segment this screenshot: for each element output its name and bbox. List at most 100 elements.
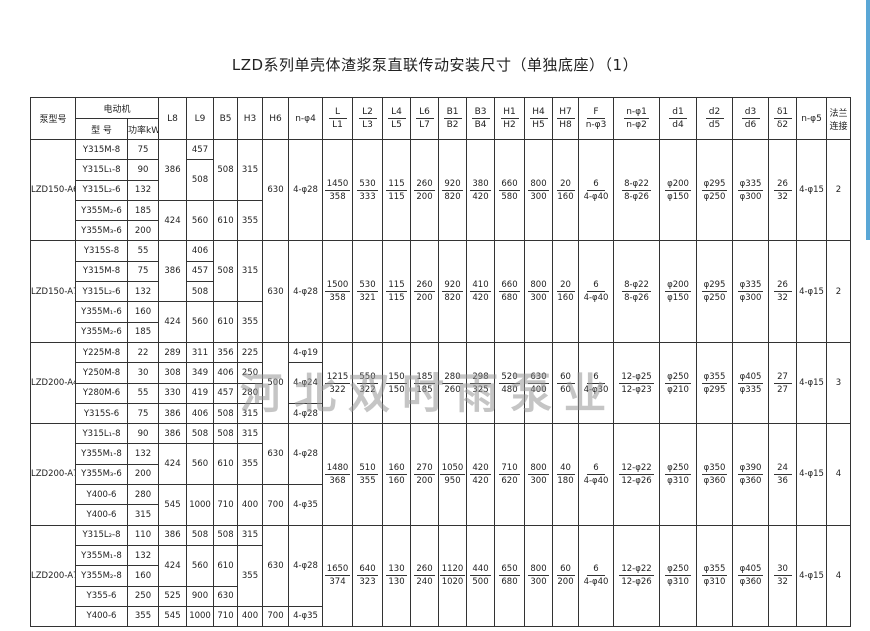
upper-text: 130 xyxy=(386,564,407,577)
upper-text: n-φ1 xyxy=(624,107,649,119)
dimension-pair: 30 32 xyxy=(768,524,798,628)
lower-text: 358 xyxy=(329,293,346,304)
dimension-pair: φ295 φ250 xyxy=(696,138,734,242)
header-cell: B1 B2 xyxy=(438,97,468,140)
upper-text: φ200 xyxy=(665,280,691,293)
motor-power: 75 xyxy=(126,402,160,425)
motor-model: Y355M₁-6 xyxy=(75,301,128,323)
lower-text: 820 xyxy=(444,191,461,202)
upper-text: 550 xyxy=(357,371,378,384)
dimension: 610 xyxy=(213,544,239,587)
motor-model: Y315L₂-6 xyxy=(75,281,128,303)
header-cell: 泵型号 xyxy=(30,97,76,140)
dimension: 457 xyxy=(186,138,215,161)
dimension-pair: 630 400 xyxy=(524,341,554,425)
upper-text: 800 xyxy=(528,564,549,577)
lower-text: 300 xyxy=(530,191,547,202)
upper-text: 40 xyxy=(556,463,575,475)
upper-text: L xyxy=(328,107,347,119)
upper-text: 660 xyxy=(499,280,520,293)
upper-text: 6 xyxy=(587,564,606,577)
motor-model: Y355M₁-8 xyxy=(75,544,128,567)
dimension: 508 xyxy=(186,423,215,445)
motor-model: Y355M₂-6 xyxy=(75,321,128,343)
header-cell: H6 xyxy=(262,97,290,140)
dimension: 386 xyxy=(158,402,188,425)
motor-model: Y280M-6 xyxy=(75,382,128,404)
dimension: 315 xyxy=(237,139,264,201)
lower-text: B2 xyxy=(446,120,459,130)
lower-text: 323 xyxy=(359,577,376,588)
header-cell: B5 xyxy=(213,97,239,140)
lower-text: 4-φ40 xyxy=(583,475,609,486)
dimension: 900 xyxy=(186,585,215,607)
lower-text: 12-φ26 xyxy=(621,475,652,486)
upper-text: 6 xyxy=(587,179,606,191)
lower-text: φ150 xyxy=(667,293,689,304)
dimension: 289 xyxy=(158,341,188,364)
lower-text: B4 xyxy=(474,120,487,130)
lower-text: 368 xyxy=(329,475,346,486)
dimension: 406 xyxy=(186,240,215,262)
dimension-pair: 920 820 xyxy=(438,240,468,343)
dimension-pair: φ335 φ300 xyxy=(732,138,770,242)
dimension-pair: 26 32 xyxy=(768,240,798,343)
upper-text: φ335 xyxy=(737,280,764,293)
body-row: LZD200-A75Y315L₂-81103865085083156304-φ2… xyxy=(30,524,852,628)
dimension: 1000 xyxy=(186,484,215,526)
upper-text: φ390 xyxy=(737,462,764,475)
upper-text: 30 xyxy=(773,564,792,577)
lower-text: 12-φ26 xyxy=(621,577,652,588)
header-cell: L6 L7 xyxy=(410,97,440,140)
lower-text: 200 xyxy=(557,577,574,588)
dimension: 356 xyxy=(213,341,239,364)
lower-text: 300 xyxy=(530,293,547,304)
upper-text: d2 xyxy=(705,107,724,119)
upper-text: L2 xyxy=(358,107,377,119)
lower-text: 325 xyxy=(472,384,489,395)
header-cell: d3 d6 xyxy=(732,97,770,140)
lower-text: δ2 xyxy=(776,120,789,130)
lower-text: 355 xyxy=(359,475,376,486)
lower-text: φ250 xyxy=(703,191,726,202)
body-row: Y315L₁-8 90 508 xyxy=(31,159,851,201)
flange-count: 4 xyxy=(826,423,852,526)
upper-text: 280 xyxy=(442,371,463,384)
upper-text: 12-φ25 xyxy=(619,371,654,384)
upper-text: 380 xyxy=(470,178,491,191)
upper-text: F xyxy=(587,107,606,119)
motor-power: 250 xyxy=(126,585,160,607)
upper-text: 24 xyxy=(773,463,792,475)
dimension-pair: 6 4-φ40 xyxy=(578,138,615,242)
lower-text: 8-φ26 xyxy=(624,191,649,202)
lower-text: n-φ3 xyxy=(585,120,607,130)
motor-model: Y315S-8 xyxy=(75,240,128,262)
dimension: 4-φ28 xyxy=(288,402,324,425)
lower-text: 150 xyxy=(388,384,405,395)
dimension-pair: 298 325 xyxy=(466,341,496,425)
upper-text: B1 xyxy=(443,107,462,119)
upper-text: 440 xyxy=(470,564,491,577)
header-cell: n-φ5 xyxy=(796,97,828,140)
motor-model: Y225M-8 xyxy=(75,341,128,364)
header-cell: n-φ4 xyxy=(288,97,324,140)
header-cell: L2 L3 xyxy=(352,97,384,140)
upper-text: 26 xyxy=(773,280,792,293)
motor-power: 132 xyxy=(126,179,160,201)
bolt-spec: 4-φ15 xyxy=(796,524,828,628)
dimension-pair: 270 200 xyxy=(410,423,440,526)
dimension: 545 xyxy=(158,484,188,526)
body-row: LZD150-A70Y315S-8553864065083156304-φ281… xyxy=(30,240,852,343)
dimension-pair: 410 420 xyxy=(466,240,496,343)
dimension-pair: 1120 1020 xyxy=(438,524,468,628)
dimension: 308 xyxy=(158,362,188,384)
lower-text: φ250 xyxy=(703,293,726,304)
dimension-pair: 6 4-φ40 xyxy=(578,240,615,343)
upper-text: 800 xyxy=(528,280,549,293)
upper-text: φ200 xyxy=(665,178,691,191)
dimension: 610 xyxy=(213,443,239,486)
upper-text: 260 xyxy=(414,280,435,293)
motor-model: Y355M₂-6 xyxy=(75,199,128,222)
upper-text: H4 xyxy=(529,107,548,119)
